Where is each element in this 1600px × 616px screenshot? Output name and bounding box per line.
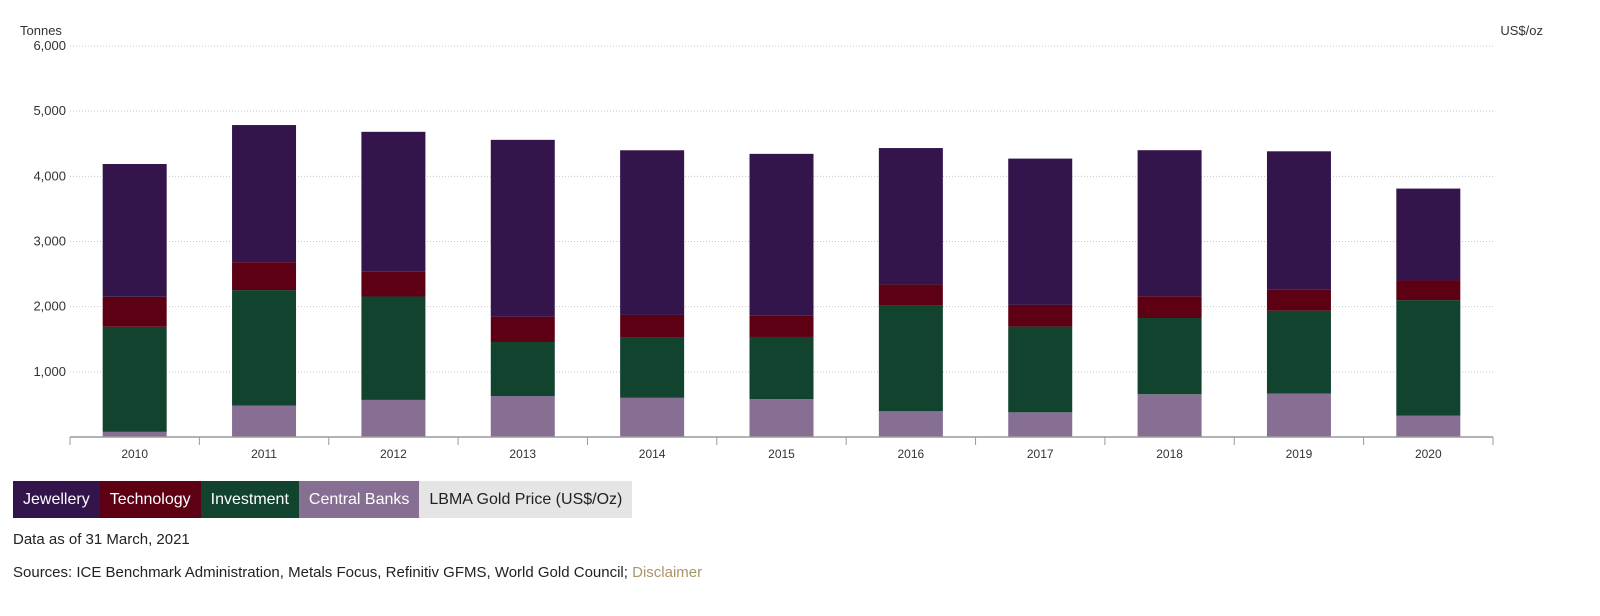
x-tick-label: 2014: [639, 447, 666, 461]
x-axis: 2010 2011 2012 2013 2014 2015 2016 2017 2018 2019…: [69, 436, 1494, 461]
bar-central-banks-2012[interactable]: [361, 399, 426, 437]
x-tick-label: 2016: [898, 447, 925, 461]
bar-investment-2010[interactable]: [102, 326, 167, 432]
bar-technology-2014[interactable]: [620, 314, 685, 338]
bar-jewellery-2012[interactable]: [361, 131, 426, 272]
bar-jewellery-2015[interactable]: [749, 153, 814, 316]
bar-technology-2020[interactable]: [1396, 280, 1461, 301]
bar-central-banks-2018[interactable]: [1137, 394, 1202, 437]
y-tick-label: 3,000: [33, 234, 66, 249]
x-tick-label: 2018: [1156, 447, 1183, 461]
sources-note: Sources: ICE Benchmark Administration, M…: [13, 564, 702, 581]
bar-technology-2017[interactable]: [1008, 304, 1073, 327]
bar-technology-2010[interactable]: [102, 296, 167, 327]
bar-jewellery-2017[interactable]: [1008, 158, 1073, 305]
bar-investment-2015[interactable]: [749, 336, 814, 400]
x-tick-label: 2020: [1415, 447, 1442, 461]
bar-central-banks-2011[interactable]: [232, 405, 297, 437]
bar-technology-2019[interactable]: [1266, 289, 1331, 311]
y-axis: 1,000 2,000 3,000 4,000 5,000 6,000: [33, 38, 66, 379]
bar-central-banks-2013[interactable]: [490, 396, 555, 437]
bar-investment-2020[interactable]: [1396, 300, 1461, 416]
legend-item-central-banks[interactable]: Central Banks: [298, 481, 420, 518]
bar-jewellery-2011[interactable]: [232, 125, 297, 263]
y-axis-unit-left: Tonnes: [20, 23, 62, 38]
bar-central-banks-2019[interactable]: [1266, 393, 1331, 437]
bar-central-banks-2020[interactable]: [1396, 415, 1461, 437]
bar-jewellery-2018[interactable]: [1137, 150, 1202, 297]
bar-central-banks-2010[interactable]: [102, 431, 167, 437]
stacked-bar-chart: 2010 2011 2012 2013 2014 2015 2016 2017 2018 2019…: [20, 23, 1543, 461]
bar-investment-2017[interactable]: [1008, 326, 1073, 413]
data-as-of-note: Data as of 31 March, 2021: [13, 531, 190, 548]
sources-text: Sources: ICE Benchmark Administration, M…: [13, 564, 633, 581]
legend: Jewellery Technology Investment Central …: [13, 481, 633, 518]
disclaimer-link[interactable]: Disclaimer: [632, 564, 703, 581]
x-tick-label: 2019: [1286, 447, 1313, 461]
bar-investment-2019[interactable]: [1266, 310, 1331, 394]
legend-item-jewellery[interactable]: Jewellery: [13, 481, 100, 518]
bar-central-banks-2017[interactable]: [1008, 412, 1073, 437]
y-tick-label: 5,000: [33, 103, 66, 118]
bar-technology-2012[interactable]: [361, 271, 426, 297]
bar-jewellery-2016[interactable]: [878, 148, 943, 285]
legend-item-technology[interactable]: Technology: [99, 481, 201, 518]
bar-investment-2012[interactable]: [361, 296, 426, 400]
y-tick-label: 1,000: [33, 364, 66, 379]
x-tick-label: 2017: [1027, 447, 1054, 461]
bar-central-banks-2016[interactable]: [878, 411, 943, 437]
bar-jewellery-2020[interactable]: [1396, 188, 1461, 281]
legend-label-technology: Technology: [109, 490, 191, 508]
bar-investment-2018[interactable]: [1137, 318, 1202, 395]
bar-central-banks-2014[interactable]: [620, 397, 685, 437]
bar-investment-2011[interactable]: [232, 290, 297, 406]
bar-investment-2016[interactable]: [878, 305, 943, 412]
legend-label-central-banks: Central Banks: [308, 490, 410, 508]
bar-technology-2013[interactable]: [490, 316, 555, 342]
bars: [102, 125, 1461, 437]
legend-item-lbma-gold-price[interactable]: LBMA Gold Price (US$/Oz): [419, 481, 633, 518]
bar-jewellery-2010[interactable]: [102, 164, 167, 297]
bar-technology-2018[interactable]: [1137, 296, 1202, 319]
legend-item-investment[interactable]: Investment: [200, 481, 299, 518]
x-tick-label: 2010: [121, 447, 148, 461]
y-axis-unit-right: US$/oz: [1500, 23, 1543, 38]
bar-jewellery-2014[interactable]: [620, 150, 685, 315]
legend-label-jewellery: Jewellery: [23, 490, 90, 508]
bar-jewellery-2013[interactable]: [490, 139, 555, 317]
x-tick-label: 2011: [251, 447, 277, 461]
legend-label-lbma-gold-price: LBMA Gold Price (US$/Oz): [429, 490, 623, 508]
bar-investment-2014[interactable]: [620, 337, 685, 398]
x-tick-label: 2012: [380, 447, 407, 461]
bar-technology-2016[interactable]: [878, 284, 943, 306]
y-tick-label: 2,000: [33, 299, 66, 314]
bar-technology-2011[interactable]: [232, 262, 297, 291]
legend-label-investment: Investment: [210, 490, 289, 508]
bar-investment-2013[interactable]: [490, 341, 555, 397]
bar-central-banks-2015[interactable]: [749, 399, 814, 437]
bar-jewellery-2019[interactable]: [1266, 151, 1331, 290]
bar-technology-2015[interactable]: [749, 315, 814, 337]
x-tick-label: 2013: [509, 447, 536, 461]
x-tick-label: 2015: [768, 447, 795, 461]
y-tick-label: 4,000: [33, 168, 66, 183]
y-tick-label: 6,000: [33, 38, 66, 53]
